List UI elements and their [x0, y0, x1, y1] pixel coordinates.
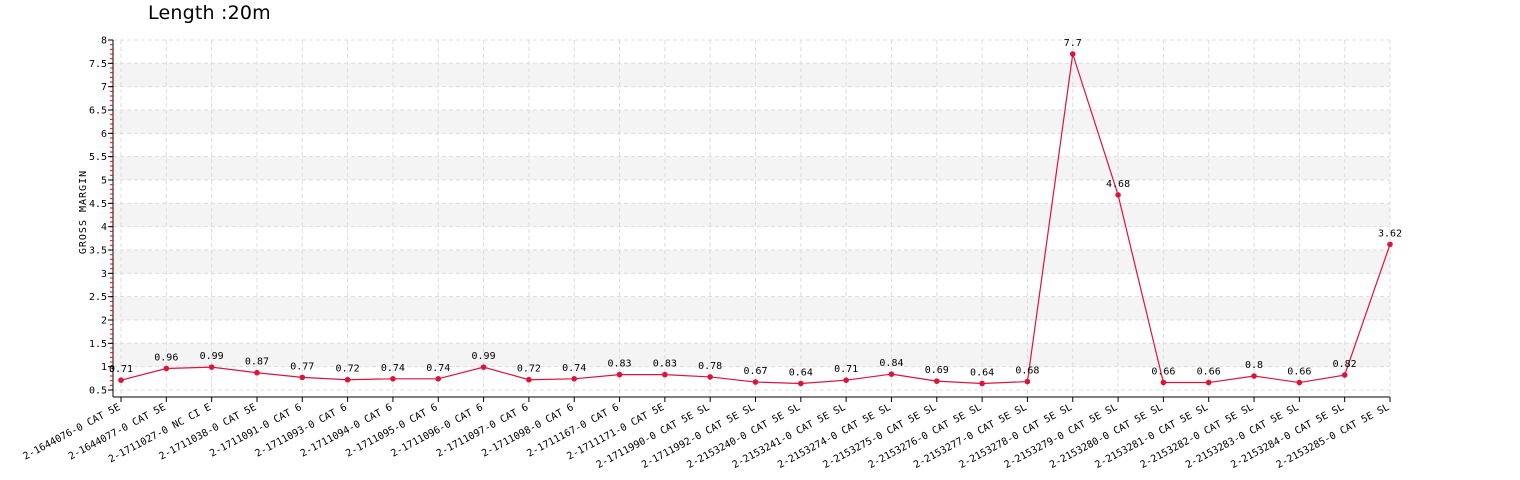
data-point: [571, 376, 578, 382]
y-tick-label: 1.5: [89, 339, 107, 350]
data-label: 0.64: [970, 367, 994, 378]
data-label: 0.82: [1333, 359, 1357, 370]
data-label: 0.69: [925, 365, 949, 376]
y-tick-label: 0.5: [89, 386, 107, 397]
data-point: [118, 377, 124, 384]
data-label: 4.68: [1106, 179, 1130, 190]
data-point: [1160, 379, 1167, 386]
data-label: 0.71: [834, 364, 858, 375]
data-point: [435, 376, 442, 382]
data-label: 0.87: [245, 357, 269, 368]
plot-band: [113, 203, 1390, 227]
data-label: 0.68: [1015, 366, 1039, 377]
chart-title: Length :20m: [148, 2, 271, 24]
data-label: 0.99: [200, 351, 224, 362]
plot-band: [113, 63, 1390, 87]
data-point: [1115, 192, 1121, 198]
data-point: [390, 376, 396, 382]
plot-band: [113, 250, 1390, 274]
data-point: [798, 380, 804, 387]
y-tick-label: 4.5: [89, 199, 107, 210]
data-label: 0.74: [562, 363, 586, 374]
data-label: 0.83: [653, 359, 677, 370]
data-label: 7.7: [1064, 38, 1082, 49]
data-label: 0.77: [290, 361, 314, 372]
data-label: 0.66: [1287, 367, 1311, 378]
data-label: 0.71: [109, 364, 133, 375]
y-tick-label: 8: [101, 36, 107, 47]
data-point: [1341, 372, 1348, 378]
y-tick-label: 3: [101, 269, 107, 280]
plot-band: [113, 343, 1390, 367]
data-point: [299, 374, 306, 381]
data-point: [1251, 373, 1257, 379]
data-point: [933, 378, 940, 384]
y-tick-label: 1: [101, 362, 107, 373]
data-point: [163, 365, 170, 372]
plot-band: [113, 110, 1390, 134]
data-point: [1069, 51, 1076, 57]
y-tick-label: 6: [101, 129, 107, 140]
data-point: [1205, 379, 1212, 386]
y-tick-label: 5: [101, 176, 107, 187]
data-label: 0.74: [426, 363, 450, 374]
y-tick-label: 2: [101, 316, 107, 327]
y-tick-label: 2.5: [89, 292, 107, 303]
data-labels: 0.71 0.96 0.99 0.87 0.77 0.72 0.74 0.74 0.99 0.72…: [109, 38, 1402, 378]
plot-bands: [113, 63, 1390, 367]
data-label: 0.66: [1151, 367, 1175, 378]
data-label: 0.96: [154, 353, 178, 364]
data-label: 0.78: [698, 361, 722, 372]
data-point: [480, 364, 487, 370]
data-label: 0.72: [517, 364, 541, 375]
x-tick-labels: 2-1644076-0 CAT 5E2-1644077-0 CAT 5E2-17…: [22, 402, 1392, 471]
data-point: [208, 364, 215, 370]
y-tick-label: 5.5: [89, 152, 107, 163]
plot-band: [113, 296, 1390, 320]
y-tick-label: 7: [101, 82, 107, 93]
data-point: [843, 377, 849, 384]
data-label: 0.74: [381, 363, 405, 374]
grid-lines: [113, 39, 1391, 397]
data-label: 0.72: [336, 364, 360, 375]
y-tick-label: 7.5: [89, 59, 107, 70]
data-label: 0.84: [879, 358, 903, 369]
y-tick-label: 4: [101, 222, 107, 233]
data-point: [616, 371, 623, 378]
y-tick-label: 3.5: [89, 246, 107, 257]
data-point: [979, 380, 985, 387]
data-label: 0.66: [1197, 367, 1221, 378]
data-point: [344, 376, 351, 383]
data-label: 0.67: [743, 366, 767, 377]
data-point: [752, 379, 759, 385]
data-points: [118, 51, 1393, 387]
data-point: [526, 376, 532, 383]
plot-band: [113, 156, 1390, 180]
data-point: [1296, 379, 1303, 386]
data-point: [888, 371, 895, 377]
data-point: [254, 369, 260, 376]
data-label: 0.64: [789, 367, 813, 378]
data-point: [1387, 241, 1393, 248]
y-tick-labels: 0.5 1 1.5 2 2.5 3 3.5 4 4.5 5 5.5 6 6.5 7 7.5 8: [89, 36, 107, 397]
data-point: [1024, 378, 1031, 385]
data-point: [707, 374, 713, 380]
data-label: 0.99: [472, 351, 496, 362]
axes: [108, 39, 1391, 402]
data-point: [662, 371, 668, 378]
y-axis-label: GROSS MARGIN: [78, 170, 89, 254]
data-label: 3.62: [1378, 228, 1402, 239]
data-label: 0.8: [1245, 360, 1263, 371]
y-tick-label: 6.5: [89, 106, 107, 117]
data-label: 0.83: [607, 359, 631, 370]
